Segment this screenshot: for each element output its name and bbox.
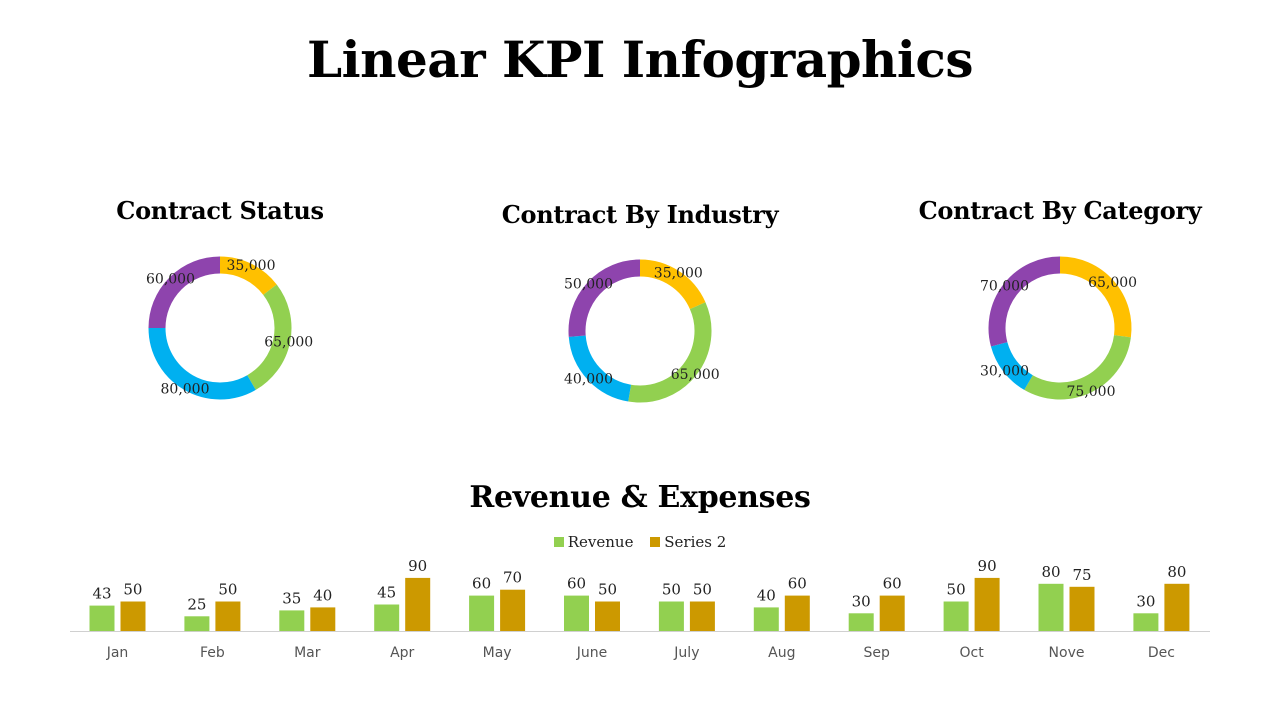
page-title: Linear KPI Infographics bbox=[306, 30, 974, 89]
bar-revenue-value: 60 bbox=[567, 575, 586, 593]
x-tick-label: Aug bbox=[768, 645, 795, 661]
bar-revenue bbox=[753, 607, 779, 631]
bar-series-2 bbox=[689, 601, 715, 631]
bar-revenue-value: 30 bbox=[852, 592, 871, 610]
bar-series-2 bbox=[879, 595, 905, 631]
donut-category-slice bbox=[990, 341, 1034, 390]
legend-label-series-2: Series 2 bbox=[664, 533, 727, 551]
bar-chart-title: Revenue & Expenses bbox=[469, 480, 811, 515]
donut-industry-slice bbox=[628, 302, 712, 403]
bar-series-2-value: 40 bbox=[313, 586, 332, 604]
x-tick-label: Feb bbox=[200, 645, 225, 661]
bar-revenue bbox=[1038, 583, 1064, 631]
donut-category-slice bbox=[1059, 256, 1132, 338]
bar-revenue bbox=[374, 604, 400, 631]
donut-industry-slice bbox=[639, 259, 706, 310]
bar-series-2 bbox=[1164, 583, 1190, 631]
legend-swatch-revenue bbox=[553, 537, 564, 547]
legend-swatch-series-2 bbox=[650, 537, 661, 547]
bar-series-2 bbox=[215, 601, 241, 631]
donut-category-slice bbox=[988, 256, 1061, 347]
donut-industry-label: 50,000 bbox=[564, 277, 613, 293]
donut-title-category: Contract By Category bbox=[918, 196, 1202, 225]
bar-series-2 bbox=[595, 601, 620, 631]
x-tick-label: June bbox=[576, 645, 608, 661]
bar-revenue bbox=[1133, 613, 1159, 631]
bar-revenue-value: 60 bbox=[472, 575, 491, 593]
bar-series-2 bbox=[405, 577, 431, 631]
donut-status-label: 35,000 bbox=[227, 258, 276, 274]
donut-category-label: 75,000 bbox=[1067, 384, 1116, 400]
x-tick-label: Jan bbox=[106, 645, 129, 661]
bar-series-2-value: 50 bbox=[123, 581, 142, 599]
bar-series-2-value: 75 bbox=[1072, 566, 1091, 584]
x-tick-label: Nove bbox=[1049, 645, 1085, 661]
bar-revenue-value: 80 bbox=[1041, 563, 1060, 581]
bar-revenue-value: 25 bbox=[187, 595, 206, 613]
donut-status-label: 80,000 bbox=[161, 382, 210, 398]
x-tick-label: July bbox=[673, 645, 699, 661]
bar-series-2 bbox=[500, 589, 526, 631]
donut-industry-slice bbox=[568, 259, 641, 337]
bar-revenue bbox=[943, 601, 969, 631]
donut-category-label: 65,000 bbox=[1088, 275, 1137, 291]
bar-revenue-value: 45 bbox=[377, 584, 396, 602]
bar-revenue bbox=[564, 595, 589, 631]
donut-status-slice bbox=[148, 256, 221, 329]
x-tick-label: Apr bbox=[390, 645, 414, 661]
legend-item-revenue: Revenue bbox=[553, 533, 634, 551]
bar-revenue-value: 43 bbox=[92, 585, 111, 603]
donut-category-label: 70,000 bbox=[980, 278, 1029, 294]
bar-revenue-value: 50 bbox=[662, 581, 681, 599]
bar-revenue bbox=[469, 595, 495, 631]
bar-series-2 bbox=[120, 601, 146, 631]
bar-series-2-value: 90 bbox=[978, 557, 997, 575]
bar-revenue-value: 35 bbox=[282, 589, 301, 607]
bar-series-2-value: 60 bbox=[883, 575, 902, 593]
bar-series-2-value: 50 bbox=[598, 581, 617, 599]
bar-series-2 bbox=[1069, 586, 1095, 632]
bar-series-2-value: 60 bbox=[788, 575, 807, 593]
bar-series-2-value: 70 bbox=[503, 569, 522, 587]
x-tick-label: Dec bbox=[1148, 645, 1175, 661]
bar-series-2 bbox=[974, 577, 1000, 631]
donut-status-label: 60,000 bbox=[146, 272, 195, 288]
bar-revenue bbox=[279, 610, 305, 631]
x-tick-label: May bbox=[483, 645, 512, 661]
donut-status-slice bbox=[246, 284, 292, 390]
donut-title-industry: Contract By Industry bbox=[501, 200, 779, 229]
donut-category-slice bbox=[1024, 334, 1131, 400]
bar-series-2-value: 90 bbox=[408, 557, 427, 575]
donut-status-slice bbox=[219, 256, 277, 296]
donut-industry-label: 40,000 bbox=[564, 371, 613, 387]
x-tick-label: Sep bbox=[864, 645, 891, 661]
bar-series-2-value: 50 bbox=[693, 581, 712, 599]
bar-series-2 bbox=[784, 595, 810, 631]
legend-item-series-2: Series 2 bbox=[650, 533, 726, 551]
donut-title-status: Contract Status bbox=[116, 196, 324, 225]
bar-series-2-value: 80 bbox=[1167, 563, 1186, 581]
donut-industry-label: 35,000 bbox=[654, 265, 703, 281]
bar-revenue-value: 40 bbox=[757, 586, 776, 604]
donut-status-slice bbox=[148, 327, 256, 400]
x-tick-label: Mar bbox=[294, 645, 321, 661]
donut-industry-label: 65,000 bbox=[671, 367, 720, 383]
bar-revenue bbox=[658, 601, 684, 631]
bar-revenue bbox=[184, 616, 210, 632]
bar-series-2 bbox=[310, 607, 336, 631]
legend-label-revenue: Revenue bbox=[567, 533, 634, 551]
bar-revenue bbox=[848, 613, 874, 631]
x-tick-label: Oct bbox=[959, 645, 984, 661]
bar-revenue-value: 50 bbox=[947, 581, 966, 599]
donut-status-label: 65,000 bbox=[264, 335, 313, 351]
donut-industry-slice bbox=[568, 335, 632, 402]
bar-chart-legend: Revenue Series 2 bbox=[0, 533, 1280, 551]
bar-revenue-value: 30 bbox=[1136, 592, 1155, 610]
bar-revenue bbox=[89, 605, 115, 631]
bar-series-2-value: 50 bbox=[218, 581, 237, 599]
donut-category-label: 30,000 bbox=[980, 364, 1029, 380]
